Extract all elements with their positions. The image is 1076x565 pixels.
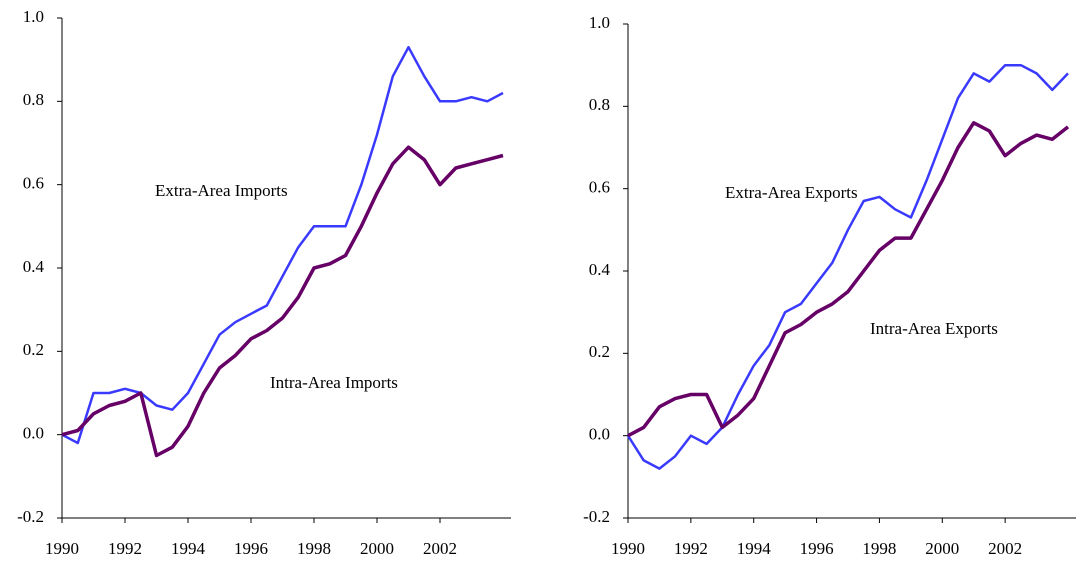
y-tick-label: 0.4 [23, 257, 45, 276]
x-tick-label: 1994 [737, 539, 772, 558]
y-tick-label: 1.0 [23, 7, 44, 26]
series-label: Extra-Area Imports [155, 181, 288, 200]
x-tick-label: 2000 [360, 539, 394, 558]
y-tick-label: 0.0 [589, 425, 610, 444]
y-tick-label: 0.6 [23, 174, 44, 193]
series-label: Intra-Area Imports [270, 373, 398, 392]
y-tick-label: -0.2 [17, 507, 44, 526]
x-tick-label: 1990 [45, 539, 79, 558]
series-line [61, 45, 504, 445]
x-tick-label: 1990 [611, 539, 645, 558]
x-tick-label: 1998 [862, 539, 896, 558]
y-tick-label: 1.0 [589, 13, 610, 32]
series-line [626, 63, 1069, 470]
y-tick-label: 0.2 [23, 340, 44, 359]
series-line [627, 121, 1070, 438]
y-tick-label: 0.8 [589, 95, 610, 114]
x-tick-label: 1992 [674, 539, 708, 558]
x-tick-label: 2002 [423, 539, 457, 558]
x-tick-label: 1998 [297, 539, 331, 558]
y-tick-label: 0.4 [589, 260, 611, 279]
y-tick-label: 0.6 [589, 178, 610, 197]
x-tick-label: 1996 [234, 539, 268, 558]
y-tick-label: 0.0 [23, 424, 44, 443]
x-tick-label: 1992 [108, 539, 142, 558]
series-label: Extra-Area Exports [725, 183, 858, 202]
x-tick-label: 2000 [925, 539, 959, 558]
y-tick-label: -0.2 [583, 507, 610, 526]
y-tick-label: 0.8 [23, 90, 44, 109]
series-label: Intra-Area Exports [870, 319, 998, 338]
series-line [61, 145, 504, 458]
x-tick-label: 2002 [988, 539, 1022, 558]
x-tick-label: 1994 [171, 539, 206, 558]
y-tick-label: 0.2 [589, 342, 610, 361]
x-tick-label: 1996 [800, 539, 834, 558]
